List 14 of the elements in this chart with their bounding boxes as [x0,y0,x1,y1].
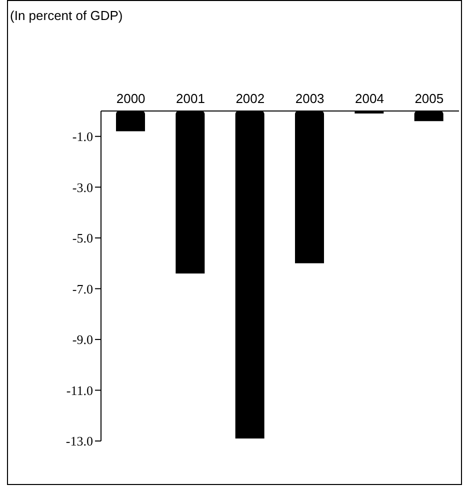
x-tick-label: 2001 [176,91,205,106]
y-tick-label: -3.0 [72,180,93,195]
y-tick-label: -1.0 [72,129,93,144]
y-tick-label: -7.0 [72,281,93,296]
x-tick-label: 2005 [414,91,444,106]
y-tick-label: -13.0 [66,434,93,449]
x-tick-label: 2002 [236,91,265,106]
x-tick-label: 2000 [116,91,146,106]
x-tick-label: 2004 [355,91,384,106]
y-tick-label: -9.0 [72,332,93,348]
y-tick-label: -11.0 [66,382,93,398]
chart-title: (In percent of GDP) [10,8,123,23]
x-tick-label: 2003 [295,91,324,106]
y-tick-label: -5.0 [72,230,93,246]
